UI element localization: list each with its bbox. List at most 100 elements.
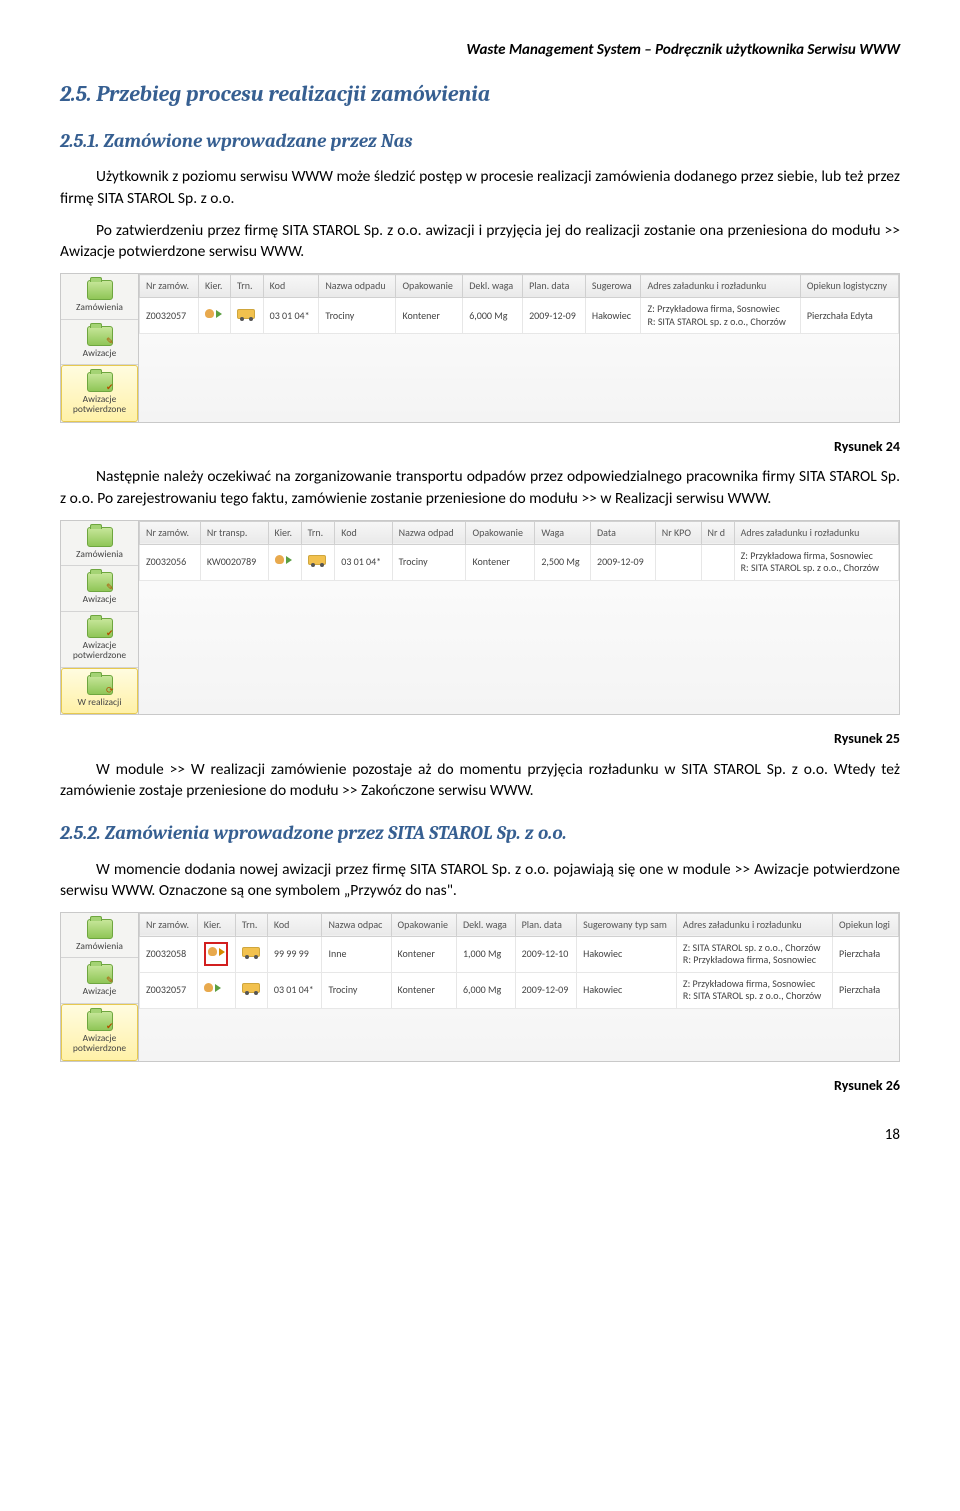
column-header[interactable]: Plan. data bbox=[515, 913, 577, 936]
direction-out-icon bbox=[205, 307, 221, 321]
tab-label: Awizacje bbox=[83, 986, 117, 996]
paragraph: W momencie dodania nowej awizacji przez … bbox=[60, 859, 900, 902]
column-header[interactable]: Nazwa odpac bbox=[322, 913, 391, 936]
screenshot-przywoz: Zamówienia ✎ Awizacje ✔ Awizacje potwier… bbox=[60, 912, 900, 1062]
cell-kpo bbox=[655, 544, 701, 580]
tab-label: Zamówienia bbox=[76, 941, 123, 951]
column-header[interactable]: Nr zamów. bbox=[140, 275, 199, 298]
column-header[interactable]: Nr zamów. bbox=[140, 521, 201, 544]
cell-kier bbox=[198, 298, 230, 334]
folder-icon: ⟳ bbox=[87, 675, 113, 695]
figure-caption: Rysunek 25 bbox=[60, 729, 900, 749]
truck-icon bbox=[237, 309, 255, 319]
heading-2-5-2: 2.5.2. Zamówienia wprowadzone przez SITA… bbox=[60, 820, 900, 847]
folder-icon bbox=[87, 280, 113, 300]
column-header[interactable]: Nr zamów. bbox=[140, 913, 198, 936]
cell-opiekun: Pierzchała Edyta bbox=[800, 298, 898, 334]
tab-zamowienia[interactable]: Zamówienia bbox=[61, 913, 138, 958]
direction-out-icon bbox=[204, 981, 220, 995]
highlight-box bbox=[204, 942, 228, 966]
column-header[interactable]: Adres załadunku i rozładunku bbox=[676, 913, 832, 936]
cell-nr: Z0032057 bbox=[140, 298, 199, 334]
cell-nazwa: Trociny bbox=[392, 544, 466, 580]
tab-w-realizacji[interactable]: ⟳ W realizacji bbox=[61, 668, 138, 714]
tab-awizacje[interactable]: ✎ Awizacje bbox=[61, 566, 138, 611]
column-header[interactable]: Nr transp. bbox=[200, 521, 268, 544]
column-header[interactable]: Plan. data bbox=[523, 275, 586, 298]
column-header[interactable]: Kier. bbox=[197, 913, 235, 936]
truck-icon bbox=[242, 947, 260, 957]
table-row[interactable]: Z0032057 03 01 04* Trociny Kontener 6,00… bbox=[140, 298, 899, 334]
direction-in-icon bbox=[208, 945, 224, 959]
folder-icon: ✔ bbox=[87, 372, 113, 392]
cell-trn bbox=[301, 544, 335, 580]
column-header[interactable]: Kod bbox=[263, 275, 319, 298]
folder-icon: ✔ bbox=[87, 1011, 113, 1031]
cell-data: 2009-12-09 bbox=[523, 298, 586, 334]
paragraph: Po zatwierdzeniu przez firmę SITA STAROL… bbox=[60, 220, 900, 263]
tab-zamowienia[interactable]: Zamówienia bbox=[61, 521, 138, 566]
heading-2-5: 2.5. Przebieg procesu realizacjii zamówi… bbox=[60, 79, 900, 110]
truck-icon bbox=[308, 555, 326, 565]
column-header[interactable]: Dekl. waga bbox=[463, 275, 523, 298]
column-header[interactable]: Trn. bbox=[301, 521, 335, 544]
column-header[interactable]: Data bbox=[591, 521, 656, 544]
column-header[interactable]: Opakowanie bbox=[391, 913, 456, 936]
direction-out-icon bbox=[275, 553, 291, 567]
side-tabs: Zamówienia ✎ Awizacje ✔ Awizacje potwier… bbox=[61, 274, 139, 422]
cell-nazwa: Trociny bbox=[319, 298, 396, 334]
column-header[interactable]: Trn. bbox=[235, 913, 267, 936]
tab-awizacje[interactable]: ✎ Awizacje bbox=[61, 320, 138, 365]
column-header[interactable]: Opakowanie bbox=[466, 521, 535, 544]
tab-label: Awizacje potwierdzone bbox=[64, 394, 135, 415]
cell-trn bbox=[231, 298, 264, 334]
column-header[interactable]: Dekl. waga bbox=[456, 913, 515, 936]
cell-transp: KW0020789 bbox=[200, 544, 268, 580]
column-header[interactable]: Kier. bbox=[268, 521, 301, 544]
tab-label: Awizacje potwierdzone bbox=[64, 1033, 135, 1054]
table-row[interactable]: Z003205703 01 04*TrocinyKontener6,000 Mg… bbox=[140, 972, 899, 1008]
cell-addr: Z: Przykładowa firma, SosnowiecR: SITA S… bbox=[734, 544, 898, 580]
column-header[interactable]: Adres załadunku i rozładunku bbox=[641, 275, 800, 298]
tab-label: Awizacje bbox=[83, 348, 117, 358]
side-tabs: Zamówienia ✎ Awizacje ✔ Awizacje potwier… bbox=[61, 521, 139, 714]
table-row[interactable]: Z0032056 KW0020789 03 01 04* Trociny Kon… bbox=[140, 544, 899, 580]
tab-label: Zamówienia bbox=[76, 302, 123, 312]
tab-awizacje[interactable]: ✎ Awizacje bbox=[61, 958, 138, 1003]
tab-label: Awizacje potwierdzone bbox=[63, 640, 136, 661]
column-header[interactable]: Kier. bbox=[198, 275, 230, 298]
tab-awizacje-potwierdzone[interactable]: ✔ Awizacje potwierdzone bbox=[61, 365, 138, 422]
tab-awizacje-potwierdzone[interactable]: ✔ Awizacje potwierdzone bbox=[61, 1004, 138, 1061]
tab-awizacje-potwierdzone[interactable]: ✔ Awizacje potwierdzone bbox=[61, 612, 138, 668]
tab-label: W realizacji bbox=[77, 697, 121, 707]
cell-nrd bbox=[701, 544, 734, 580]
column-header[interactable]: Nazwa odpadu bbox=[319, 275, 396, 298]
table-row[interactable]: Z003205899 99 99InneKontener1,000 Mg2009… bbox=[140, 936, 899, 972]
column-header[interactable]: Nazwa odpad bbox=[392, 521, 466, 544]
side-tabs: Zamówienia ✎ Awizacje ✔ Awizacje potwier… bbox=[61, 913, 139, 1061]
cell-kier bbox=[268, 544, 301, 580]
column-header[interactable]: Adres załadunku i rozładunku bbox=[734, 521, 898, 544]
column-header[interactable]: Kod bbox=[267, 913, 322, 936]
column-header[interactable]: Sugerowany typ sam bbox=[577, 913, 677, 936]
column-header[interactable]: Opakowanie bbox=[396, 275, 463, 298]
folder-icon: ✎ bbox=[87, 572, 113, 592]
heading-2-5-1: 2.5.1. Zamówione wprowadzane przez Nas bbox=[60, 128, 900, 155]
truck-icon bbox=[242, 983, 260, 993]
tab-label: Awizacje bbox=[83, 594, 117, 604]
cell-waga: 6,000 Mg bbox=[463, 298, 523, 334]
column-header[interactable]: Opiekun logistyczny bbox=[800, 275, 898, 298]
column-header[interactable]: Kod bbox=[335, 521, 392, 544]
cell-opak: Kontener bbox=[396, 298, 463, 334]
column-header[interactable]: Nr KPO bbox=[655, 521, 701, 544]
tab-label: Zamówienia bbox=[76, 549, 123, 559]
column-header[interactable]: Trn. bbox=[231, 275, 264, 298]
column-header[interactable]: Opiekun logi bbox=[833, 913, 899, 936]
column-header[interactable]: Waga bbox=[535, 521, 591, 544]
column-header[interactable]: Nr d bbox=[701, 521, 734, 544]
paragraph: Użytkownik z poziomu serwisu WWW może śl… bbox=[60, 166, 900, 209]
paragraph: W module >> W realizacji zamówienie pozo… bbox=[60, 759, 900, 802]
column-header[interactable]: Sugerowa bbox=[585, 275, 641, 298]
grid-table: Nr zamów.Nr transp.Kier.Trn.KodNazwa odp… bbox=[139, 521, 899, 581]
tab-zamowienia[interactable]: Zamówienia bbox=[61, 274, 138, 319]
